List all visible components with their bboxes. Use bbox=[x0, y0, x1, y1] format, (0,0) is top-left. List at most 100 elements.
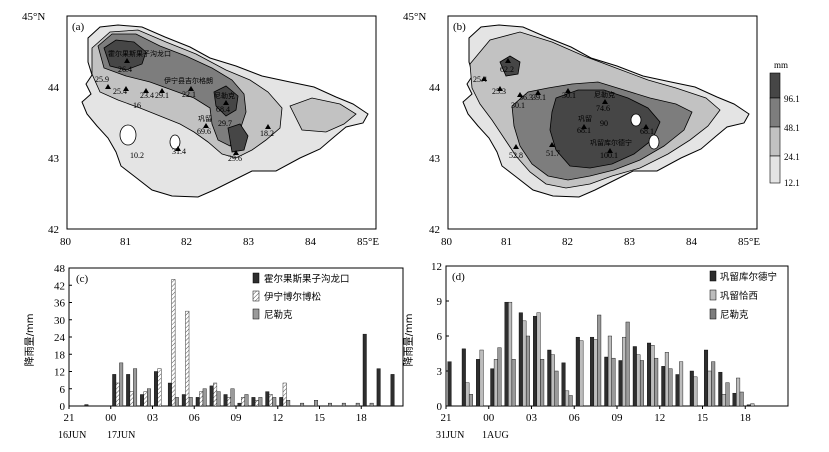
chart-d-bar-light-16 bbox=[721, 394, 726, 407]
chart-c-xtick-label-09: 09 bbox=[231, 412, 243, 424]
station-a-2-name: 伊宁县吉尔格朗 bbox=[164, 76, 213, 85]
map-b-lon-80: 80 bbox=[441, 236, 453, 248]
chart-c-bar-dark-01 bbox=[126, 374, 131, 407]
station-a-8-name: 尼勒克 bbox=[214, 91, 235, 100]
station-marker bbox=[105, 84, 111, 89]
station-marker bbox=[175, 146, 181, 151]
chart-c-bar-dark-19 bbox=[376, 368, 381, 407]
map-b-zone-4b bbox=[499, 55, 521, 77]
chart-c-bar-mid-06 bbox=[202, 388, 207, 407]
station-b-3-value: 25.3 bbox=[492, 87, 506, 96]
chart-d-bar-mid-17 bbox=[739, 391, 744, 407]
legend-swatch-2 bbox=[769, 126, 781, 157]
map-a-zone-4a bbox=[103, 39, 147, 71]
station-a-10-value: 69.6 bbox=[197, 127, 211, 136]
chart-c-bar-dark-07 bbox=[209, 385, 214, 407]
chart-c-bar-dark-08 bbox=[223, 394, 228, 407]
chart-c-bar-dark-03 bbox=[154, 371, 158, 407]
legend-swatch-dark bbox=[709, 270, 717, 282]
legend-label-2: 伊宁博尔博松 bbox=[264, 291, 322, 303]
legend-swatch-3 bbox=[769, 97, 781, 128]
map-a-lat-43: 43 bbox=[48, 153, 60, 165]
legend-swatch-dark bbox=[252, 272, 260, 284]
legend-level-96: 96.1 bbox=[784, 94, 800, 104]
chart-d-bar-light-03 bbox=[536, 312, 541, 407]
station-a-2-value: 22.1 bbox=[182, 90, 196, 99]
chart-d-bar-light-22 bbox=[465, 382, 470, 407]
chart-c-ytick-label-24: 24 bbox=[54, 332, 66, 344]
station-marker bbox=[643, 124, 649, 129]
map-a-station-markers bbox=[105, 58, 271, 155]
chart-d-bar-mid-16 bbox=[725, 382, 730, 407]
chart-c-bar-hatch-12 bbox=[282, 382, 287, 407]
legend-label-2: 巩留恰西 bbox=[720, 290, 758, 302]
station-b-2-value: 25.4 bbox=[473, 75, 487, 84]
map-b-station-markers bbox=[481, 58, 649, 153]
chart-d-bar-light-00 bbox=[493, 359, 498, 407]
chart-d-x-axis: 21 00 03 06 09 12 15 18 bbox=[441, 406, 752, 424]
chart-c-bar-dark-20 bbox=[390, 374, 395, 407]
station-marker bbox=[549, 142, 555, 147]
chart-c-bar-hatch-07 bbox=[213, 382, 218, 407]
map-a-lon-83: 83 bbox=[243, 236, 255, 248]
chart-c-bar-hatch-02 bbox=[143, 391, 148, 407]
chart-d-bar-mid-15 bbox=[711, 361, 716, 407]
legend-level-48: 48.1 bbox=[784, 123, 800, 133]
station-b-1-value: 62.2 bbox=[500, 65, 514, 74]
map-a-lon-85: 85°E bbox=[357, 236, 379, 248]
map-b-lon-82: 82 bbox=[562, 236, 573, 248]
chart-d-bar-light-02 bbox=[522, 320, 527, 407]
chart-d-bars bbox=[447, 301, 755, 407]
chart-c-bar-dark-10 bbox=[251, 397, 256, 407]
chart-c-bar-mid-02 bbox=[147, 388, 151, 407]
chart-d-bar-light-07 bbox=[593, 339, 598, 407]
station-marker bbox=[565, 88, 571, 93]
station-marker bbox=[481, 76, 487, 81]
chart-c-bar-dark-00 bbox=[112, 374, 117, 407]
chart-d-bar-dark-00 bbox=[490, 368, 495, 407]
map-a-stations: 霍尔果斯果子沟龙口 26.4 伊宁县吉尔格朗 22.1 25.9 25.4 23… bbox=[95, 49, 274, 163]
chart-c-bar-mid-18 bbox=[369, 402, 374, 407]
chart-c-bar-mid-08 bbox=[230, 388, 235, 407]
chart-d-bar-mid-00 bbox=[497, 347, 502, 407]
legend-swatch-1 bbox=[769, 155, 781, 184]
station-b-12-value: 68.1 bbox=[640, 127, 654, 136]
chart-d-ytick-label-9: 9 bbox=[437, 296, 443, 308]
station-b-6-value: 39.1 bbox=[532, 93, 546, 102]
station-b-5-value: 36.3 bbox=[519, 93, 533, 102]
station-marker bbox=[505, 58, 511, 63]
chart-d-bar-mid-08 bbox=[611, 357, 616, 407]
chart-d-bar-light-14 bbox=[693, 376, 698, 407]
legend-unit: mm bbox=[774, 60, 788, 70]
chart-c-ytick-label-12: 12 bbox=[54, 367, 65, 379]
station-marker bbox=[535, 90, 541, 95]
chart-d-xtick-label-06: 06 bbox=[569, 412, 581, 424]
station-b-13-value: 52.8 bbox=[509, 151, 523, 160]
chart-d-bar-light-08 bbox=[607, 335, 612, 407]
station-marker bbox=[203, 123, 209, 128]
chart-c-bar-mid-01 bbox=[133, 368, 138, 407]
chart-d-xtick-label-18: 18 bbox=[740, 412, 752, 424]
map-a-zone-4c bbox=[227, 123, 249, 153]
station-b-9-name: 巩留 bbox=[578, 114, 592, 123]
map-a-panel-label: (a) bbox=[72, 21, 85, 33]
station-marker bbox=[581, 124, 587, 129]
chart-c-ytick-label-0: 0 bbox=[60, 401, 66, 413]
map-a-lake bbox=[119, 124, 137, 146]
chart-d-bar-light-12 bbox=[664, 352, 669, 407]
chart-d-bar-light-11 bbox=[650, 345, 655, 407]
chart-c-bar-hatch-11 bbox=[268, 394, 273, 407]
chart-c-bar-dark-22 bbox=[84, 404, 89, 407]
chart-c-bar-hatch-03 bbox=[157, 368, 162, 407]
chart-d-bar-light-01 bbox=[508, 301, 513, 407]
chart-c-bar-dark-06 bbox=[195, 397, 200, 407]
station-b-4-value: 30.1 bbox=[511, 101, 525, 110]
station-a-12-value: 10.2 bbox=[130, 151, 144, 160]
chart-c-panel-label: (c) bbox=[76, 273, 89, 285]
chart-c-bar-hatch-00 bbox=[115, 382, 120, 407]
station-b-8-value: 74.6 bbox=[596, 104, 610, 113]
station-marker bbox=[123, 86, 129, 91]
